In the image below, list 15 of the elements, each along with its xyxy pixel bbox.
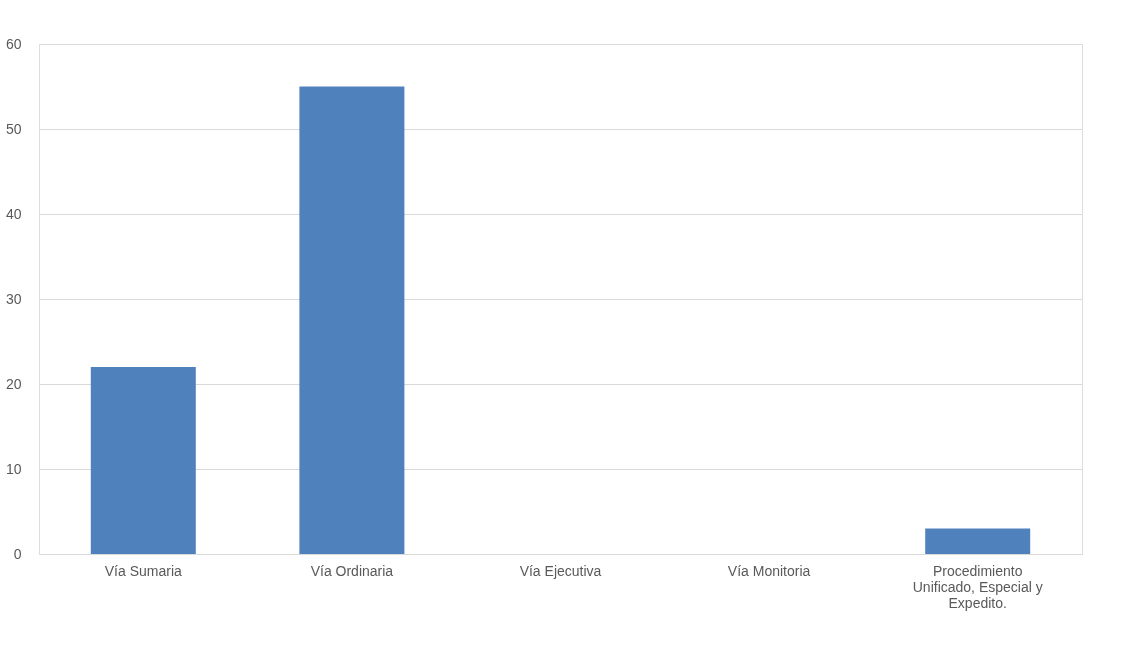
y-tick-label: 30	[5, 290, 22, 307]
y-tick-label: 0	[13, 545, 22, 562]
y-tick-label: 60	[5, 35, 22, 52]
x-tick-label: Procedimiento Unificado, Especial y Expedito.	[912, 562, 1043, 611]
y-tick-label: 20	[5, 375, 22, 392]
x-tick-label: Vía Ordinaria	[310, 562, 394, 579]
y-tick-label: 10	[5, 460, 22, 477]
x-tick-label: Vía Ejecutiva	[519, 562, 602, 579]
y-tick-label: 40	[5, 205, 22, 222]
bar	[90, 367, 196, 554]
bar	[925, 528, 1031, 554]
x-tick-label: Vía Sumaria	[104, 562, 183, 579]
bar	[299, 86, 405, 554]
x-tick-label: Vía Monitoria	[727, 562, 811, 579]
y-tick-label: 50	[5, 120, 22, 137]
